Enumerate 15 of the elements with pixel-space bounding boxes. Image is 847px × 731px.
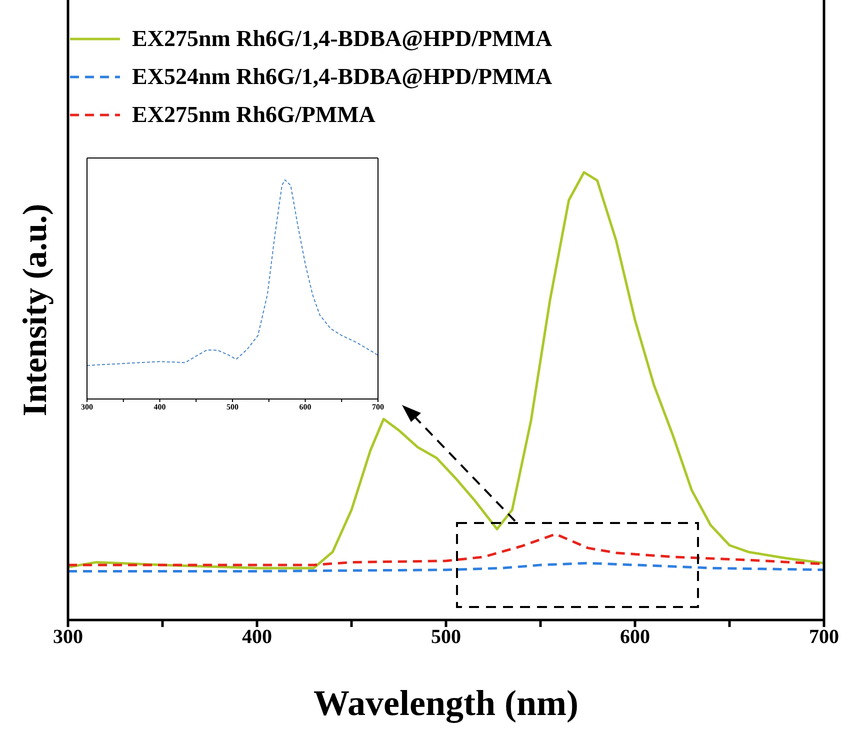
legend-label: EX275nm Rh6G/PMMA (132, 102, 376, 128)
x-tick-label: 700 (372, 402, 384, 412)
x-tick-label: 300 (53, 626, 83, 648)
x-tick-label: 700 (809, 626, 839, 648)
x-tick-label: 500 (431, 626, 461, 648)
legend-label: EX524nm Rh6G/1,4-BDBA@HPD/PMMA (132, 64, 552, 90)
x-tick-label: 300 (81, 402, 93, 412)
x-axis-title: Wavelength (nm) (314, 683, 578, 723)
x-tick-label: 500 (226, 402, 238, 412)
x-tick-label: 600 (299, 402, 312, 412)
y-axis-title: Intensity (a.u.) (17, 204, 54, 416)
x-tick-label: 600 (620, 626, 650, 648)
legend-label: EX275nm Rh6G/1,4-BDBA@HPD/PMMA (132, 26, 552, 52)
x-tick-label: 400 (242, 626, 272, 648)
x-tick-label: 400 (154, 402, 166, 412)
